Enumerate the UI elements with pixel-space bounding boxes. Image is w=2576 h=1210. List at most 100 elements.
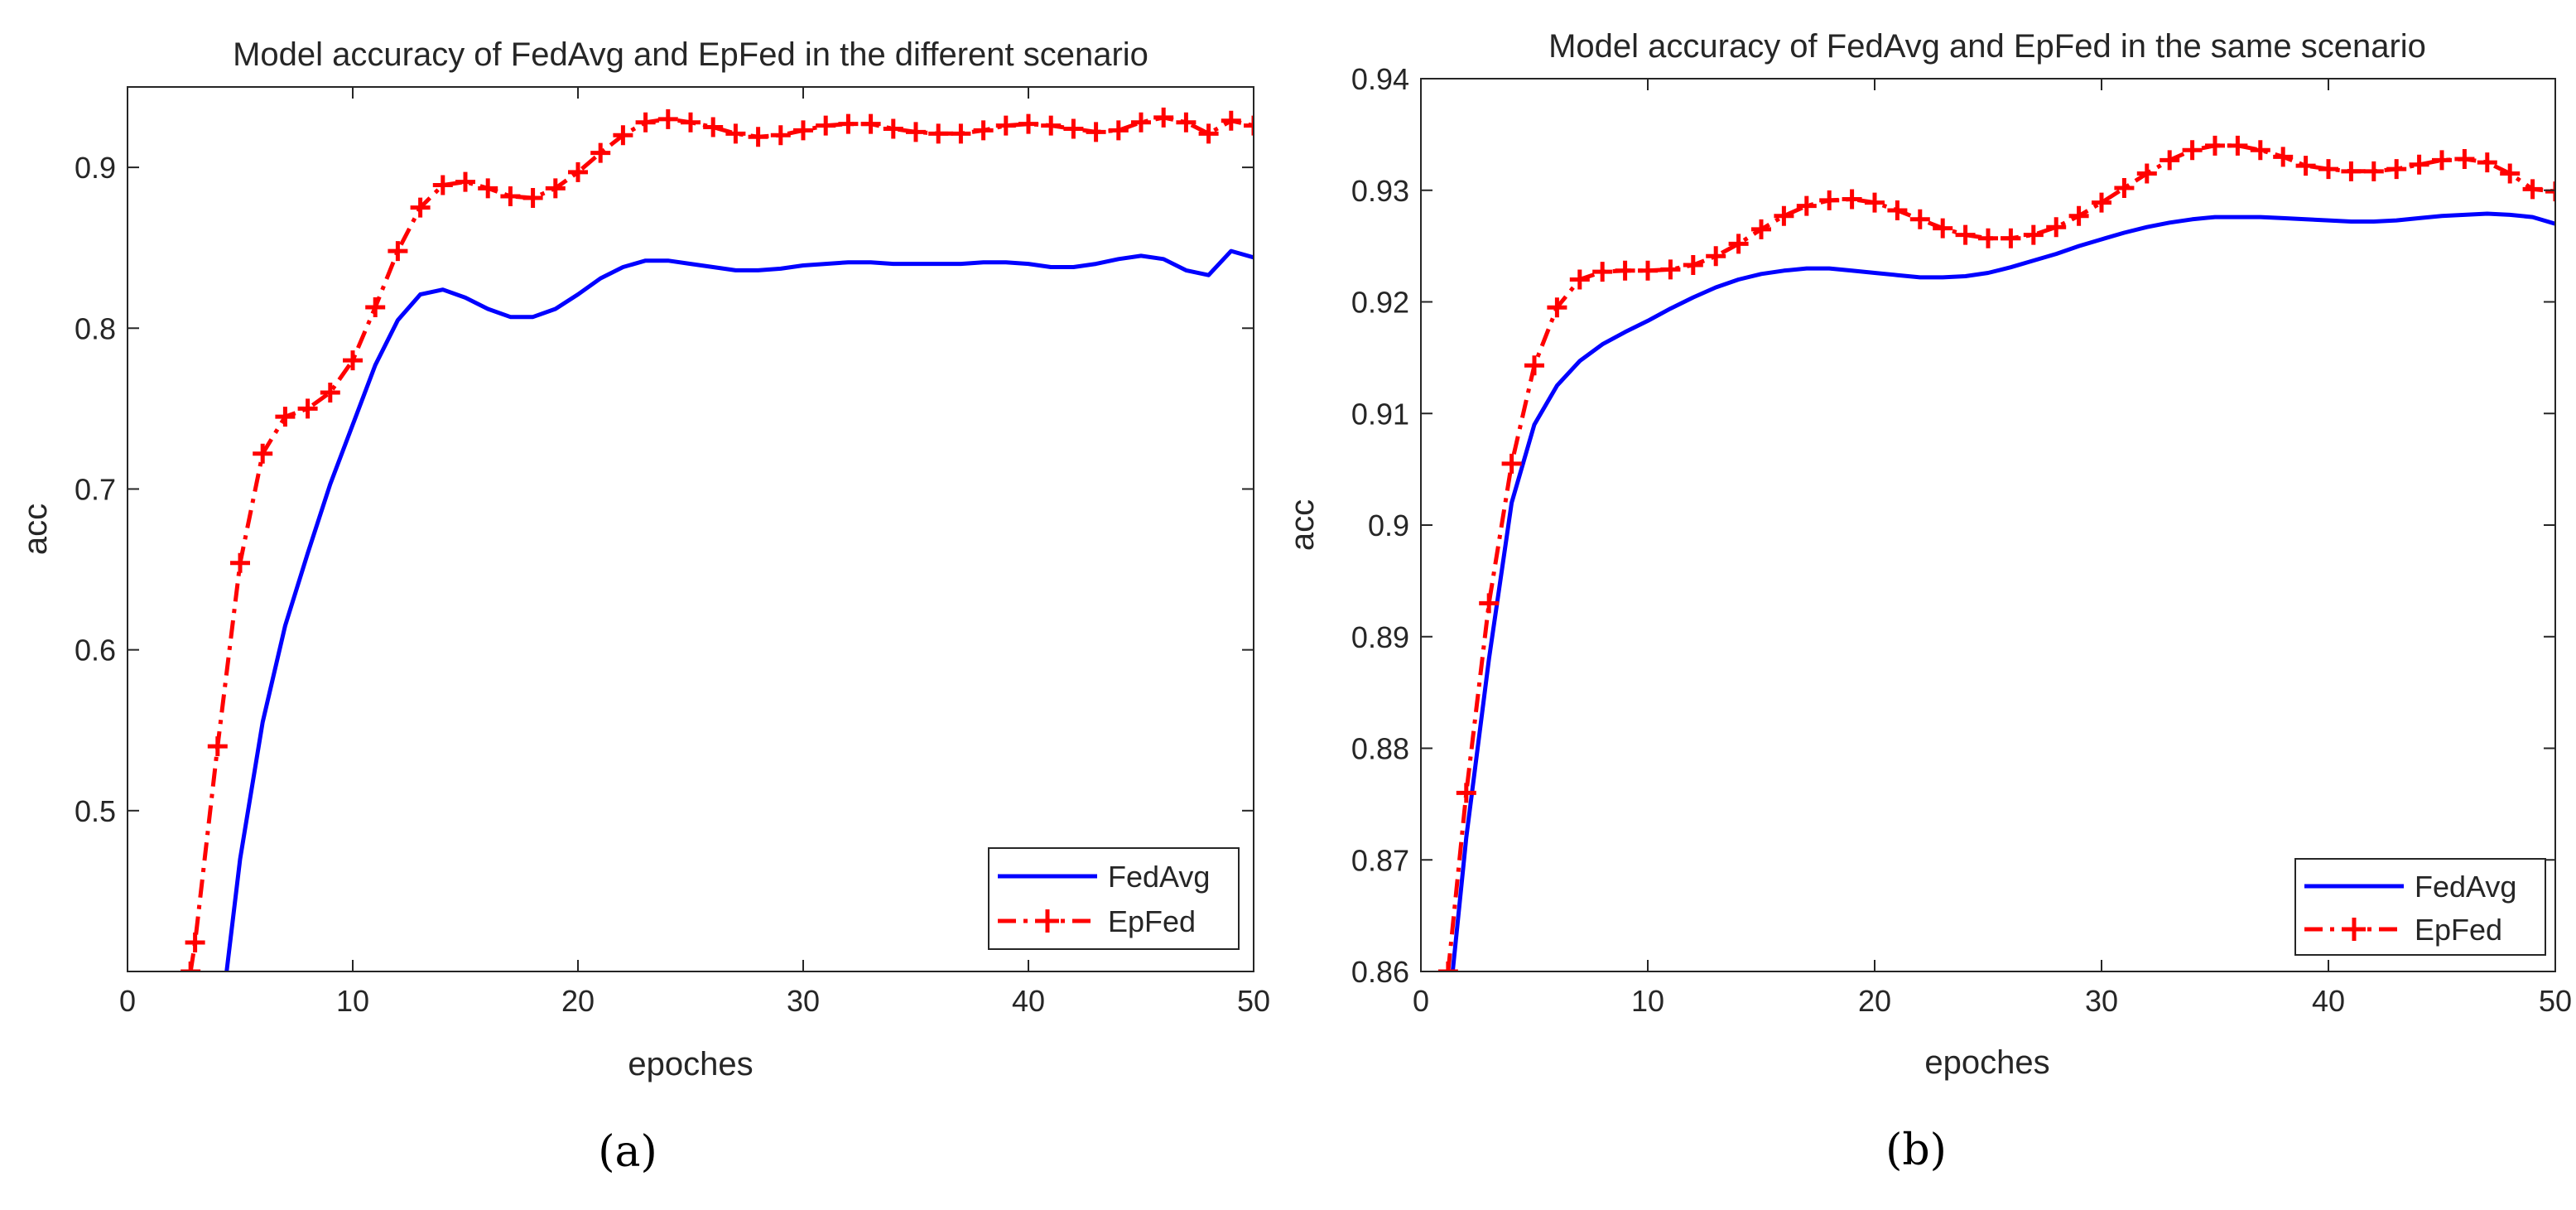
x-axis-label: epoches <box>628 1046 753 1082</box>
data-point-epfed <box>816 115 836 136</box>
axes-box <box>127 86 1254 972</box>
data-point-epfed <box>2136 163 2157 184</box>
data-point-epfed <box>1774 205 1794 226</box>
data-point-epfed <box>703 117 724 137</box>
y-tick-label: 0.94 <box>1351 62 1409 96</box>
data-point-epfed <box>181 962 201 971</box>
data-point-epfed <box>2295 156 2316 176</box>
y-tick-label: 0.9 <box>75 151 116 185</box>
data-point-epfed <box>2318 159 2338 180</box>
data-point-epfed <box>2250 140 2270 161</box>
data-point-epfed <box>2273 147 2294 167</box>
x-tick-label: 10 <box>1631 984 1664 1018</box>
legend-marker-epfed <box>1036 909 1059 933</box>
data-point-epfed <box>297 398 318 419</box>
data-point-epfed <box>1909 209 1930 229</box>
y-tick-label: 0.87 <box>1351 843 1409 877</box>
data-point-epfed <box>1887 200 1908 221</box>
y-tick-label: 0.5 <box>75 794 116 828</box>
data-point-epfed <box>432 175 453 195</box>
data-point-epfed <box>545 178 566 199</box>
data-point-epfed <box>2001 228 2021 248</box>
data-point-epfed <box>995 115 1016 136</box>
subfigure-caption: (b) <box>1885 1126 1947 1175</box>
data-point-epfed <box>1728 234 1749 254</box>
data-point-epfed <box>2023 224 2044 245</box>
data-point-epfed <box>230 552 250 573</box>
data-point-epfed <box>1660 259 1681 280</box>
data-point-epfed <box>2160 150 2180 171</box>
data-point-epfed <box>568 161 588 182</box>
data-point-epfed <box>883 118 903 139</box>
data-point-epfed <box>185 933 205 953</box>
data-point-epfed <box>2182 140 2203 161</box>
data-point-epfed <box>1479 593 1500 614</box>
x-tick-label: 40 <box>2312 984 2345 1018</box>
y-tick-label: 0.7 <box>75 472 116 506</box>
data-point-epfed <box>1978 228 1998 248</box>
y-tick-label: 0.92 <box>1351 286 1409 320</box>
series-line-fedavg <box>224 248 1254 971</box>
data-point-epfed <box>2068 205 2089 226</box>
y-tick-label: 0.8 <box>75 311 116 345</box>
y-tick-label: 0.89 <box>1351 620 1409 654</box>
y-tick-label: 0.91 <box>1351 397 1409 431</box>
data-point-epfed <box>590 142 611 163</box>
data-point-epfed <box>1108 120 1129 141</box>
data-point-epfed <box>275 407 296 427</box>
y-tick-label: 0.88 <box>1351 732 1409 766</box>
data-point-epfed <box>343 350 363 371</box>
data-point-epfed <box>906 122 926 142</box>
data-point-epfed <box>1842 189 1862 210</box>
y-axis-label: acc <box>17 504 54 555</box>
data-point-epfed <box>1018 113 1038 134</box>
data-point-epfed <box>1176 112 1197 133</box>
data-point-epfed <box>2432 150 2452 171</box>
data-point-epfed <box>410 197 431 218</box>
data-point-epfed <box>455 171 475 192</box>
chart-title: Model accuracy of FedAvg and EpFed in th… <box>1548 28 2426 65</box>
data-point-epfed <box>2454 149 2475 170</box>
legend-marker-epfed <box>2342 918 2366 941</box>
data-point-epfed <box>2545 181 2555 202</box>
data-point-epfed <box>253 443 273 464</box>
data-point-epfed <box>1706 246 1726 267</box>
data-point-epfed <box>1796 195 1817 216</box>
data-point-epfed <box>1456 783 1476 803</box>
data-point-epfed <box>2522 179 2543 200</box>
data-point-epfed <box>681 112 701 133</box>
data-point-epfed <box>522 187 543 208</box>
data-point-epfed <box>478 178 498 199</box>
series-line-fedavg <box>1450 211 2555 971</box>
data-point-epfed <box>973 120 994 141</box>
data-point-epfed <box>725 123 746 144</box>
plot-area <box>1437 135 2555 971</box>
data-point-epfed <box>860 113 881 134</box>
data-point-epfed <box>1569 269 1590 290</box>
data-point-epfed <box>1153 107 1174 128</box>
data-point-epfed <box>500 186 521 207</box>
legend-label-fedavg: FedAvg <box>2415 870 2516 904</box>
x-axis-label: epoches <box>1924 1044 2049 1081</box>
data-point-epfed <box>770 125 791 146</box>
data-point-epfed <box>2046 217 2067 238</box>
x-tick-label: 50 <box>1237 984 1270 1018</box>
x-tick-label: 40 <box>1012 984 1045 1018</box>
data-point-epfed <box>1683 255 1703 276</box>
x-tick-label: 30 <box>787 984 820 1018</box>
data-point-epfed <box>1501 453 1522 474</box>
data-point-epfed <box>928 123 949 144</box>
legend-box <box>988 847 1240 950</box>
data-point-epfed <box>1437 962 1458 971</box>
data-point-epfed <box>2500 163 2521 184</box>
data-point-epfed <box>657 108 678 129</box>
data-point-epfed <box>2092 192 2111 213</box>
data-point-epfed <box>1547 297 1567 318</box>
data-point-epfed <box>1198 123 1219 144</box>
data-point-epfed <box>365 297 386 318</box>
data-point-epfed <box>793 120 813 141</box>
legend-label-epfed: EpFed <box>1108 904 1196 938</box>
data-point-epfed <box>1933 218 1953 239</box>
